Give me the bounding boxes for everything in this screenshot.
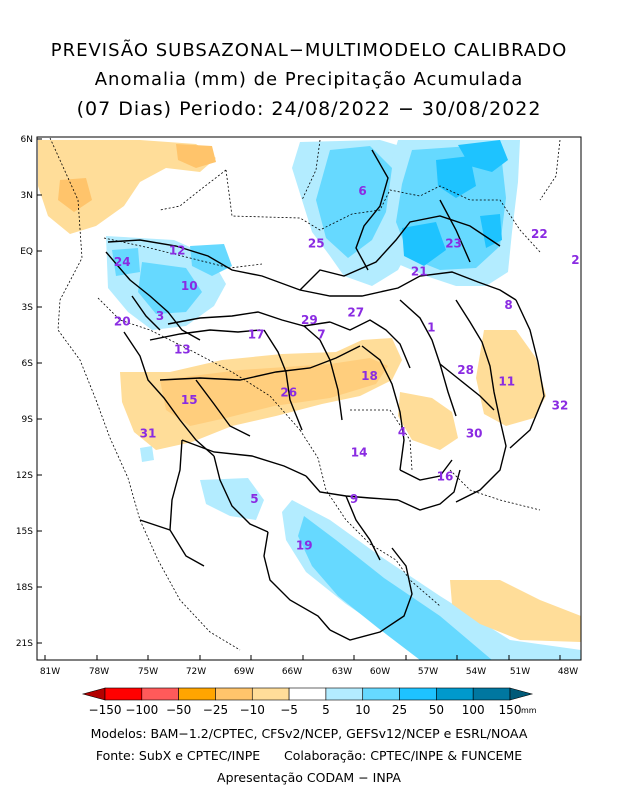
region-label-1: 1 [427,320,435,334]
colorbar-label: −10 [240,703,265,717]
region-label-29: 29 [301,313,318,327]
region-label-18: 18 [361,369,378,383]
lat-label: 6N [21,135,33,145]
colorbar-segment [472,687,511,701]
colorbar-segment [362,687,400,701]
region-label-10: 10 [181,279,198,293]
footer-presentation: Apresentação CODAM − INPA [217,770,401,785]
region-label-8: 8 [504,298,512,312]
anomaly-shading [38,140,581,660]
colorbar-segment [436,687,474,701]
region-label-25: 25 [308,236,325,250]
lon-label: 63W [332,667,352,677]
region-label-30: 30 [466,427,483,441]
colorbar-label: −25 [203,703,228,717]
lat-label: 6S [22,359,34,369]
map-title-line3: (07 Dias) Periodo: 24/08/2022 − 30/08/20… [76,98,542,120]
region-label-27: 27 [347,305,364,319]
colorbar-segment [325,687,364,701]
region-label-4: 4 [398,425,406,439]
region-label-21: 21 [411,264,428,278]
region-label-16: 16 [437,470,454,484]
footer-source: Fonte: SubX e CPTEC/INPE Colaboração: CP… [95,748,523,763]
region-label-22: 22 [531,227,548,241]
region-label-12: 12 [169,244,186,258]
colorbar-segment [178,687,216,701]
lat-label: 9S [22,415,34,425]
colorbar-label: 10 [355,703,370,717]
map-frame [36,136,582,661]
colorbar-segment [399,687,437,701]
lat-label: 12S [16,471,33,481]
basin-boundaries [105,149,545,641]
longitude-labels: 81W 78W 75W 72W 69W 66W 63W 60W 57W 54W … [40,667,578,677]
colorbar-segment [141,687,179,701]
lat-label: 3S [22,303,34,313]
region-label-3: 3 [156,309,164,323]
region-label-28: 28 [457,363,474,377]
lon-label: 60W [370,667,390,677]
colorbar-unit: mm [521,706,537,715]
region-label-24: 24 [114,255,131,269]
colorbar-label: 5 [322,703,330,717]
map-title-line2: Anomalia (mm) de Precipitação Acumulada [94,69,524,90]
colorbar-segment [288,687,327,701]
colorbar-segment [215,687,253,701]
region-label-9: 9 [350,492,358,506]
lon-label: 57W [418,667,438,677]
region-label-19: 19 [296,539,313,553]
lon-label: 51W [510,667,530,677]
lat-label: EQ [20,247,33,257]
colorbar-arrow-high [509,687,534,701]
lat-label: 21S [16,639,33,649]
lon-label: 78W [89,667,109,677]
region-label-11: 11 [498,374,515,388]
lat-label: 15S [16,527,33,537]
region-label-14: 14 [351,445,368,459]
region-label-23: 23 [445,236,462,250]
colorbar-arrow-low [81,687,106,701]
lon-label: 72W [186,667,206,677]
lat-label: 3N [21,191,33,201]
colorbar-label: 150 [499,703,522,717]
region-label-32: 32 [552,399,569,413]
region-labels: 1234567891011121314151617181920212223242… [114,184,580,553]
region-label-7: 7 [317,328,325,342]
colorbar-label: 25 [392,703,407,717]
colorbar-label: −150 [89,703,122,717]
footer-models: Modelos: BAM−1.2/CPTEC, CFSv2/NCEP, GEFS… [90,726,528,741]
colorbar-label: −50 [166,703,191,717]
colorbar-segment [251,687,290,701]
region-label-31: 31 [140,427,157,441]
precipitation-anomaly-map: 1234567891011121314151617181920212223242… [16,135,582,717]
latitude-labels: 6N 3N EQ 3S 6S 9S 12S 15S 18S 21S [16,135,33,649]
country-borders [49,137,561,651]
region-label-15: 15 [181,393,198,407]
lon-label: 54W [466,667,486,677]
lon-label: 66W [282,667,302,677]
region-label-26: 26 [280,386,297,400]
region-label-13: 13 [174,343,191,357]
region-label-6: 6 [358,184,366,198]
region-label-2: 2 [571,253,579,267]
map-title-line1: PREVISÃO SUBSAZONAL−MULTIMODELO CALIBRAD… [50,40,568,61]
region-label-5: 5 [250,492,258,506]
colorbar-label: 100 [462,703,485,717]
lat-label: 18S [16,583,33,593]
lon-label: 48W [558,667,578,677]
lon-label: 81W [40,667,60,677]
colorbar-label: −5 [280,703,298,717]
region-label-17: 17 [248,328,265,342]
lon-label: 75W [138,667,158,677]
colorbar-segment [104,687,143,701]
region-label-20: 20 [114,315,131,329]
colorbar-label: 50 [429,703,444,717]
lon-label: 69W [234,667,254,677]
axis-ticks [37,138,561,660]
colorbar: −150 −100 −50 −25 −10 −5 5 10 25 50 100 150 [81,687,534,717]
colorbar-label: −100 [125,703,158,717]
